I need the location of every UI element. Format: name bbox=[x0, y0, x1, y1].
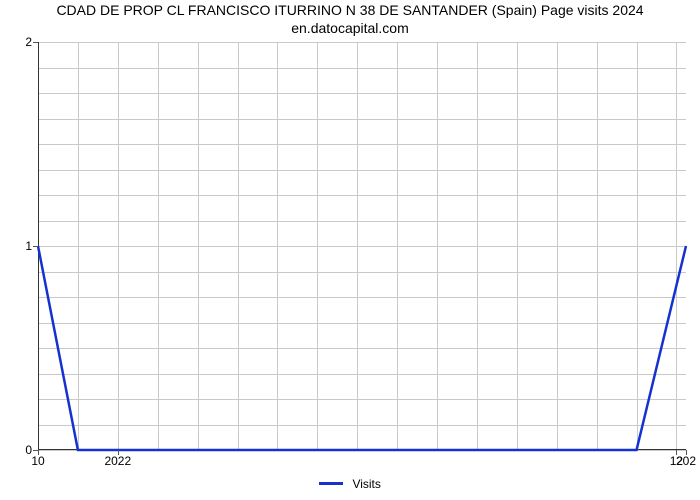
x-tick-label: 202 bbox=[676, 454, 696, 468]
legend: Visits bbox=[0, 476, 700, 491]
chart-title: CDAD DE PROP CL FRANCISCO ITURRINO N 38 … bbox=[0, 2, 700, 37]
legend-label: Visits bbox=[352, 477, 380, 491]
plot-area: 01210202212202 bbox=[38, 42, 686, 450]
y-tick-mark bbox=[33, 246, 38, 247]
legend-swatch bbox=[319, 482, 343, 485]
x-tick-label: 2022 bbox=[104, 454, 131, 468]
chart-container: { "chart": { "type": "line", "title": "C… bbox=[0, 0, 700, 500]
y-tick-label: 1 bbox=[25, 239, 32, 253]
line-series-layer bbox=[38, 42, 686, 450]
y-tick-label: 2 bbox=[25, 35, 32, 49]
series-line bbox=[38, 246, 686, 450]
y-tick-mark bbox=[33, 42, 38, 43]
x-tick-label: 10 bbox=[31, 454, 44, 468]
